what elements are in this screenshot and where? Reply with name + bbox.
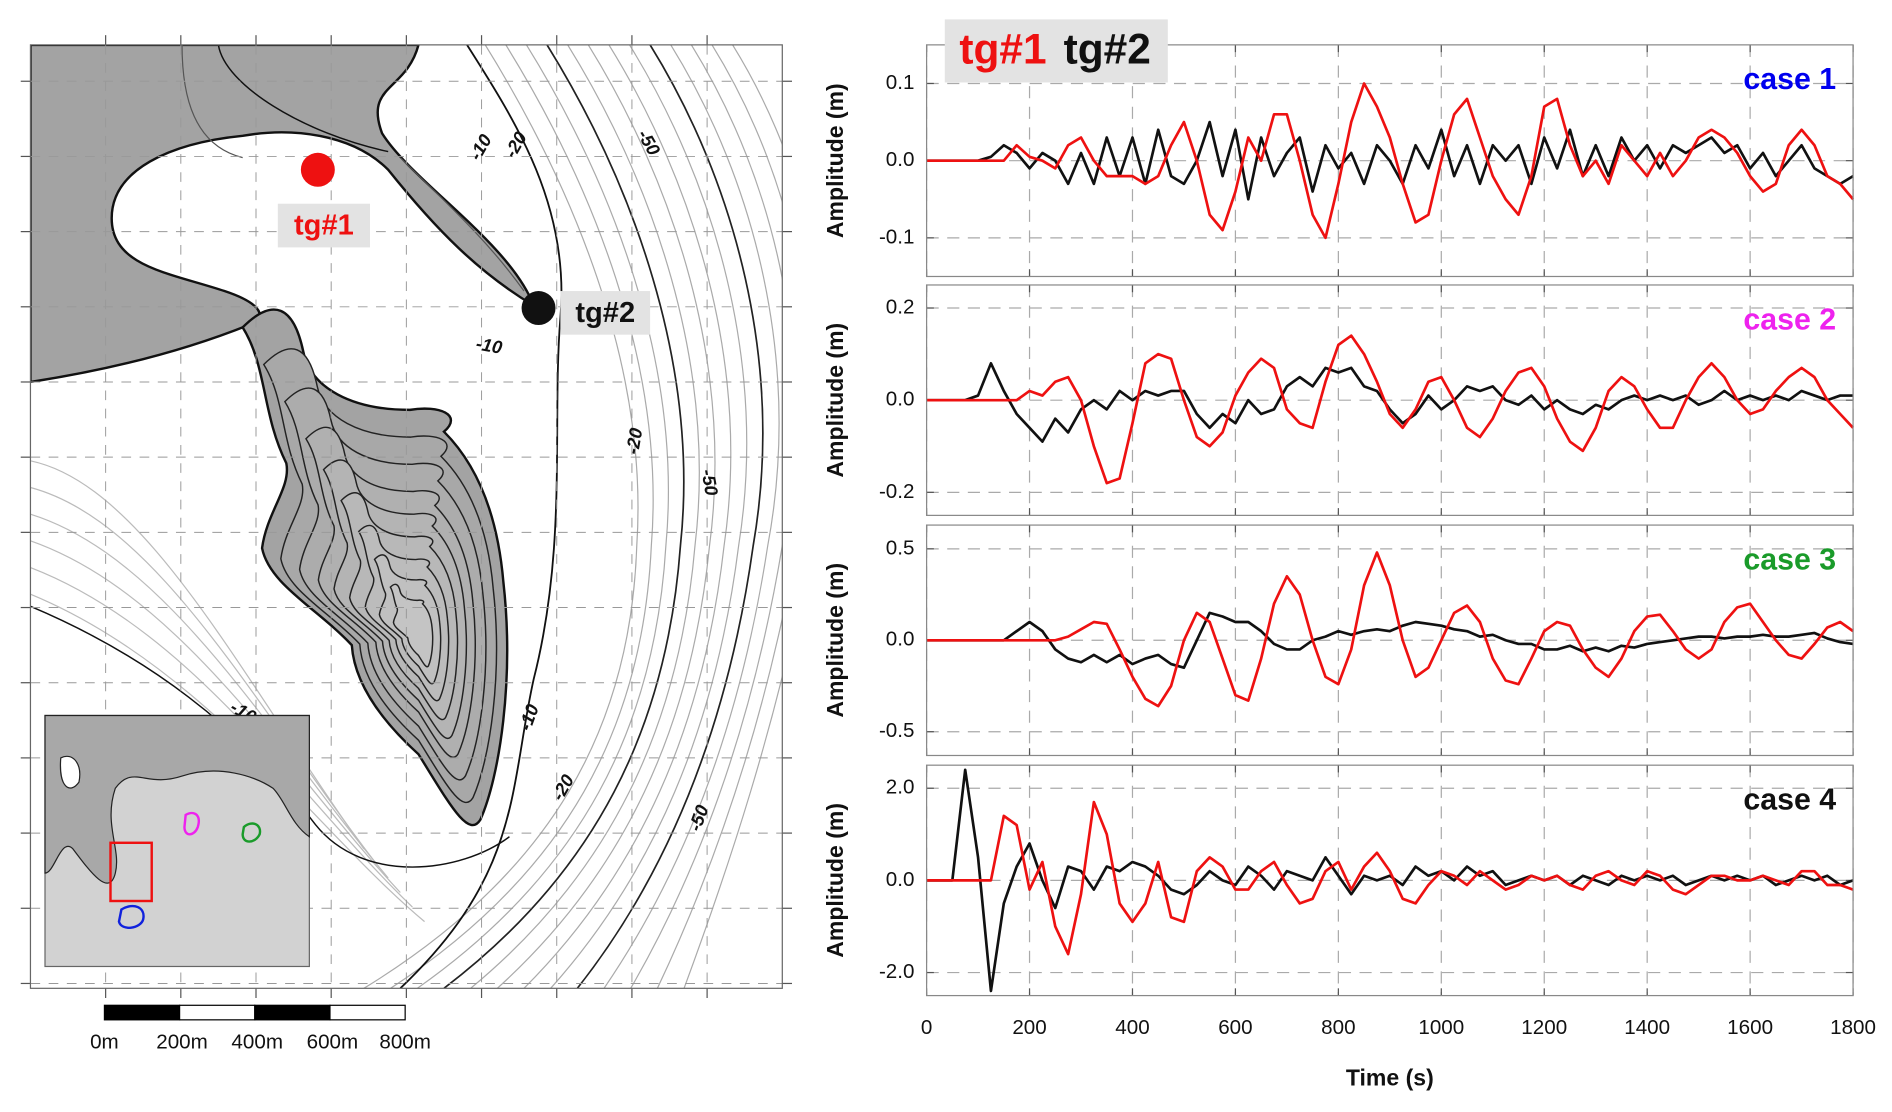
scale-label: 400m (231, 1030, 283, 1053)
x-tick-label: 800 (1321, 1016, 1355, 1039)
plot-frame (925, 764, 1854, 997)
x-tick-label: 1200 (1521, 1016, 1567, 1039)
sea-contour (30, 540, 401, 893)
legend-box (944, 19, 1168, 83)
series-line (926, 611, 1854, 670)
series-line (926, 82, 1855, 240)
y-tick-label: -2.0 (879, 960, 915, 983)
y-axis-label: Amplitude (m) (822, 803, 848, 958)
plot-frame (925, 524, 1854, 757)
x-tick-label: 1000 (1418, 1016, 1464, 1039)
scale-segment (329, 1004, 406, 1021)
charts: -0.1 0.0 0.1 Amplitude (m) case 1 tg#1 tg#2 -0.… (822, 19, 1876, 1090)
map-frame (29, 44, 783, 989)
scale-segment (254, 1004, 331, 1021)
series-line (926, 551, 1854, 708)
y-tick-label: 0.5 (886, 536, 915, 559)
legend-entry: tg#2 (1064, 25, 1151, 72)
x-tick-label: 400 (1115, 1016, 1149, 1039)
series-line (926, 120, 1854, 201)
y-tick-label: 0.1 (886, 71, 915, 94)
y-axis-label: Amplitude (m) (822, 323, 848, 478)
x-tick-label: 1800 (1830, 1016, 1876, 1039)
sea-contour (656, 44, 783, 989)
sea-contour (683, 44, 783, 989)
sea-contour (416, 44, 669, 989)
contour-line (399, 44, 563, 989)
y-axis-label: Amplitude (m) (822, 563, 848, 718)
y-axis-label: Amplitude (m) (822, 83, 848, 238)
sea-contour (576, 44, 764, 989)
gauge-marker (300, 152, 335, 187)
case-label: case 2 (1743, 303, 1836, 336)
series-line (926, 361, 1854, 443)
x-axis-label: Time (s) (1346, 1064, 1434, 1090)
x-tick-label: 600 (1218, 1016, 1252, 1039)
y-tick-label: 0.0 (886, 388, 915, 411)
scale-segment (178, 1004, 256, 1021)
legend-entry: tg#1 (959, 25, 1046, 72)
inset-lake (59, 755, 81, 789)
sea-contour (30, 460, 365, 850)
sea-contour (523, 44, 732, 989)
case-label: case 1 (1743, 63, 1836, 96)
sea-contour (30, 513, 389, 879)
plot-frame (925, 44, 1854, 278)
source-case-2 (183, 811, 200, 836)
sea-contour (470, 44, 700, 989)
scale-bar: 0m 200m 400m 600m 800m (90, 1004, 431, 1053)
gauge-label-box (560, 291, 651, 335)
scale-segment (103, 1004, 181, 1021)
y-tick-label: 0.0 (886, 868, 915, 891)
series-line (926, 334, 1855, 485)
source-case-1 (117, 904, 145, 929)
case-label: case 3 (1743, 543, 1836, 576)
x-tick-label: 1400 (1624, 1016, 1670, 1039)
scale-label: 600m (307, 1030, 359, 1053)
scale-label: 200m (156, 1030, 208, 1053)
sea-contour (390, 44, 654, 989)
spit-contour (399, 157, 525, 292)
y-tick-label: -0.1 (879, 225, 915, 248)
inset-focus-box (109, 841, 153, 903)
sea-contour (443, 44, 685, 989)
contour-label: -50 (697, 468, 721, 497)
gauge-label: tg#1 (294, 209, 354, 241)
sea-contour (30, 486, 377, 864)
gauge-label-box (277, 203, 370, 248)
contour-line (217, 44, 389, 153)
scale-label: 0m (90, 1030, 119, 1053)
gauge-label: tg#2 (575, 297, 635, 329)
y-tick-label: 2.0 (886, 776, 915, 799)
y-tick-label: -0.5 (879, 719, 915, 742)
land-contour (181, 44, 243, 159)
plot-frame (925, 284, 1854, 516)
y-tick-label: 0.0 (886, 148, 915, 171)
sea-contour (630, 44, 783, 989)
x-tick-label: 0 (921, 1016, 932, 1039)
gauge-marker (521, 291, 556, 325)
sea-contours (30, 44, 783, 989)
sea-contour (363, 44, 639, 989)
sea-contour (550, 44, 748, 989)
scale-label: 800m (379, 1030, 431, 1053)
series-line (926, 768, 1854, 993)
source-case-3 (241, 822, 262, 843)
contour-label: -20 (622, 427, 646, 456)
y-tick-label: 0.2 (886, 295, 915, 318)
inset-land (44, 714, 310, 884)
x-tick-label: 200 (1012, 1016, 1046, 1039)
y-tick-label: -0.2 (879, 480, 915, 503)
sea-contour (603, 44, 780, 989)
y-tick-label: 0.0 (886, 628, 915, 651)
inset-map (44, 714, 310, 968)
x-tick-label: 1600 (1727, 1016, 1773, 1039)
contour-label: -10 (474, 334, 503, 358)
sea-contour (496, 44, 716, 989)
series-line (926, 800, 1854, 956)
case-label: case 4 (1743, 784, 1836, 817)
